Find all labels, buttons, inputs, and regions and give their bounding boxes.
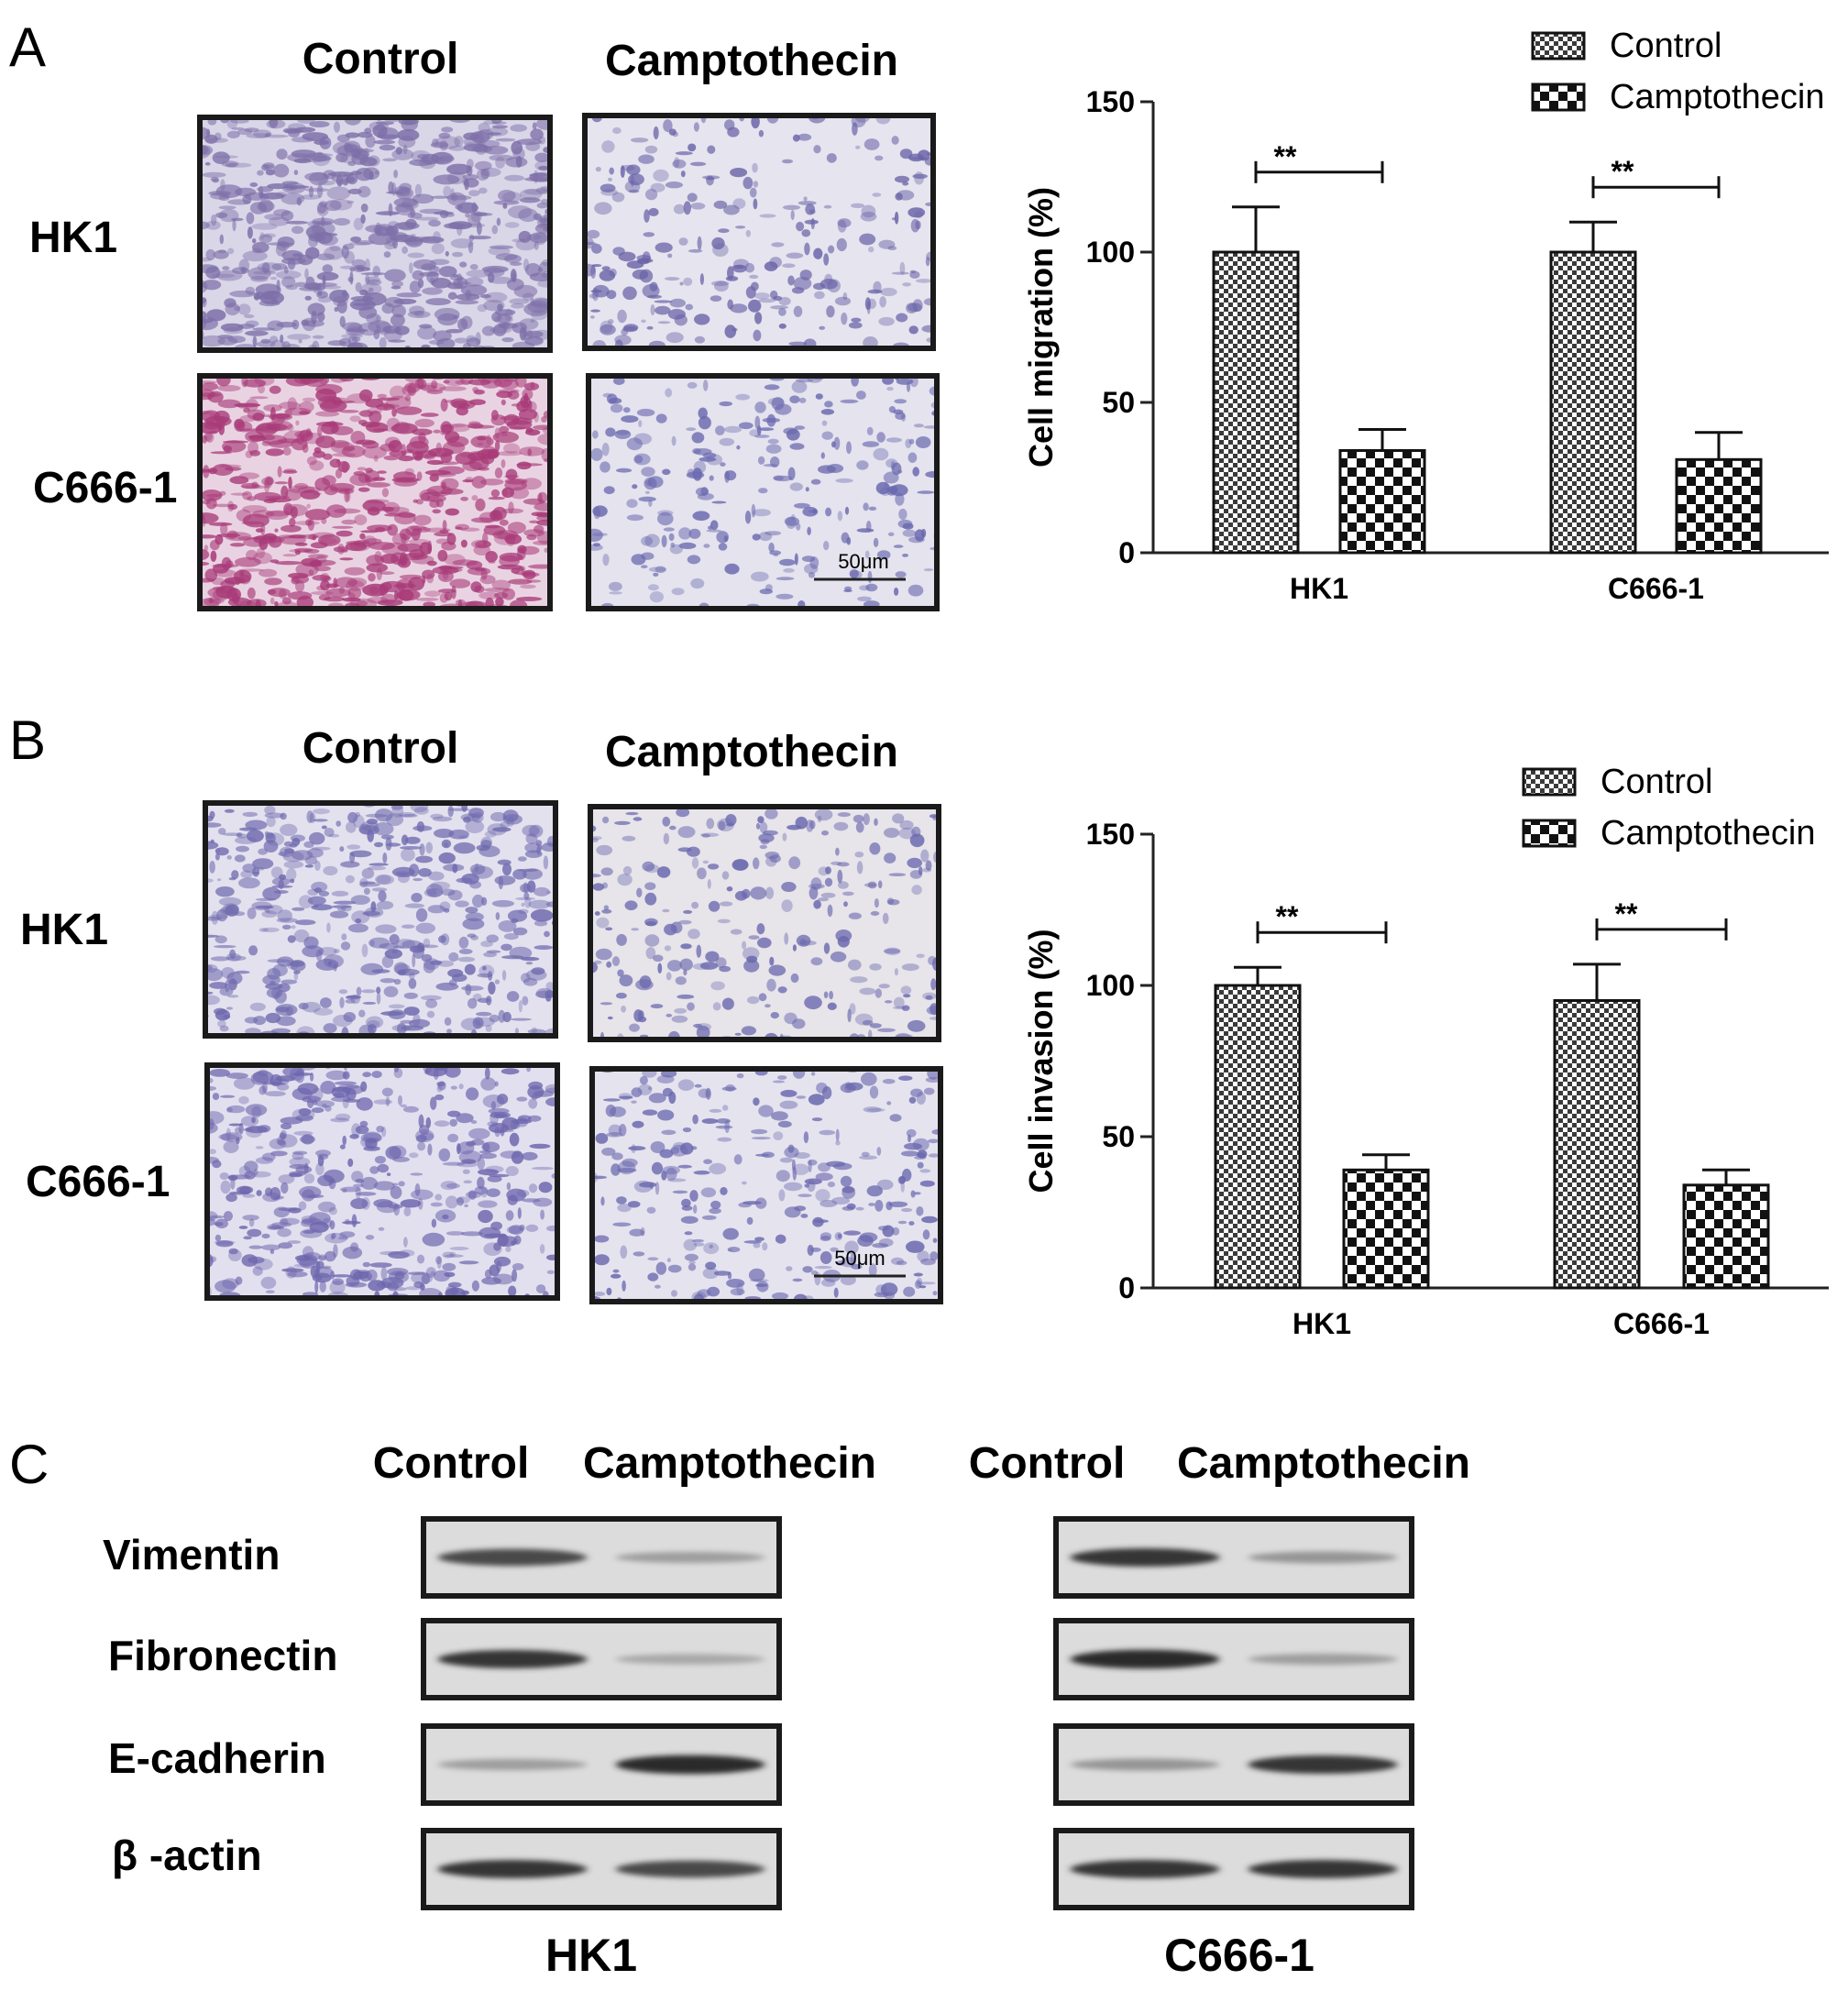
chart-a-bar-c666-1-camptothecin	[1675, 457, 1763, 555]
panel-a-chart: 0 50 100 150 Cell migration (%) HK1 C666-1 ** **…	[1022, 27, 1829, 605]
micrograph-a-4	[586, 373, 940, 611]
chart-b-ylabel: Cell invasion (%)	[1022, 929, 1060, 1193]
chart-a-bar-hk1-control	[1212, 250, 1300, 555]
panel-a: A Control Camptothecin HK1 C666-1 50μm 0…	[9, 16, 1829, 611]
panel-b-scale-label: 50μm	[834, 1247, 885, 1270]
chart-a-ytick-label: 50	[1102, 386, 1135, 419]
panel-c-group-c666: C666-1	[1164, 1930, 1314, 1981]
chart-a-xtick-label: HK1	[1290, 572, 1348, 605]
blot-hk1-1	[421, 1516, 782, 1599]
panel-c-c666-header-control: Control	[969, 1439, 1126, 1488]
panel-a-row-hk1: HK1	[29, 214, 117, 262]
blot-c666-1-2	[1053, 1618, 1414, 1700]
micrograph-a-3	[197, 373, 553, 611]
panel-c-c666-header-camptothecin: Camptothecin	[1177, 1439, 1470, 1488]
panel-c-hk1-header-camptothecin: Camptothecin	[583, 1439, 876, 1488]
chart-b-sig-label: **	[1276, 900, 1299, 933]
panel-c-row-vimentin: Vimentin	[103, 1531, 280, 1578]
chart-a-bar-c666-1-control	[1549, 250, 1637, 555]
blot-c666-1-1	[1053, 1516, 1414, 1599]
panel-a-scale-label: 50μm	[838, 550, 888, 573]
blot-c666-1-4	[1053, 1828, 1414, 1910]
chart-a-legend-label: Camptothecin	[1610, 78, 1824, 116]
panel-b-letter: B	[9, 710, 46, 771]
panel-b-row-hk1: HK1	[20, 906, 108, 954]
panel-b: B Control Camptothecin HK1 C666-1 50μm 0…	[9, 710, 1829, 1340]
panel-c-letter: C	[9, 1434, 49, 1495]
panel-a-row-c666: C666-1	[33, 464, 177, 512]
chart-b-xtick-label: HK1	[1292, 1307, 1351, 1340]
chart-b-sig-label: **	[1615, 897, 1638, 930]
chart-a-ylabel: Cell migration (%)	[1022, 187, 1060, 468]
panel-c-row-ecadherin: E-cadherin	[108, 1734, 326, 1782]
chart-b-ytick-label: 50	[1102, 1120, 1135, 1153]
chart-b-ytick-label: 0	[1118, 1271, 1135, 1304]
chart-a-sig-label: **	[1274, 140, 1297, 173]
chart-a-sig-label: **	[1612, 155, 1634, 188]
chart-b-xtick-label: C666-1	[1613, 1307, 1710, 1340]
micrograph-b-3	[204, 1062, 560, 1301]
chart-a-ytick-label: 150	[1086, 85, 1135, 118]
panel-c-row-fibronectin: Fibronectin	[108, 1632, 337, 1679]
panel-b-micrographs	[203, 800, 943, 1304]
chart-a-ytick-label: 0	[1118, 536, 1135, 569]
micrograph-a-1	[197, 115, 553, 353]
micrograph-b-4	[589, 1066, 943, 1304]
chart-b-bar-c666-1-camptothecin	[1682, 1183, 1770, 1290]
chart-a-ytick-label: 100	[1086, 236, 1135, 269]
chart-b-ytick-label: 150	[1086, 818, 1135, 851]
chart-b-bar-hk1-camptothecin	[1342, 1168, 1430, 1290]
panel-b-header-camptothecin: Camptothecin	[605, 728, 898, 776]
panel-a-letter: A	[9, 16, 46, 78]
blot-hk1-4	[421, 1828, 782, 1910]
panel-b-header-control: Control	[302, 724, 459, 773]
chart-b-legend-label: Camptothecin	[1600, 814, 1815, 852]
panel-c: C Control Camptothecin Control Camptothe…	[9, 1434, 1470, 1981]
chart-a-xtick-label: C666-1	[1608, 572, 1704, 605]
blot-hk1-2	[421, 1618, 782, 1700]
chart-a-legend-label: Control	[1610, 27, 1722, 65]
panel-c-hk1-header-control: Control	[373, 1439, 530, 1488]
panel-b-chart: 0 50 100 150 Cell invasion (%) HK1 C666-1 ** ** C…	[1022, 763, 1829, 1340]
micrograph-a-2	[582, 113, 936, 351]
chart-b-ytick-label: 100	[1086, 969, 1135, 1002]
panel-c-blots	[421, 1516, 1414, 1910]
chart-a-legend-swatch	[1531, 82, 1586, 112]
panel-b-row-c666: C666-1	[26, 1158, 170, 1206]
panel-c-row-actin: β -actin	[112, 1832, 262, 1879]
panel-c-group-hk1: HK1	[545, 1930, 637, 1981]
chart-a-legend-swatch	[1531, 31, 1586, 60]
micrograph-b-2	[588, 804, 941, 1042]
chart-b-legend-swatch	[1522, 767, 1577, 797]
panel-a-header-camptothecin: Camptothecin	[605, 37, 898, 85]
chart-a-bar-hk1-camptothecin	[1338, 448, 1426, 555]
chart-b-legend-swatch	[1522, 819, 1577, 848]
chart-b-bar-hk1-control	[1214, 984, 1302, 1290]
panel-a-micrographs	[197, 113, 940, 611]
blot-hk1-3	[421, 1723, 782, 1806]
micrograph-b-1	[203, 800, 558, 1039]
panel-a-header-control: Control	[302, 35, 459, 83]
blot-c666-1-3	[1053, 1723, 1414, 1806]
chart-b-bar-c666-1-control	[1553, 999, 1641, 1290]
chart-b-legend-label: Control	[1600, 763, 1713, 801]
